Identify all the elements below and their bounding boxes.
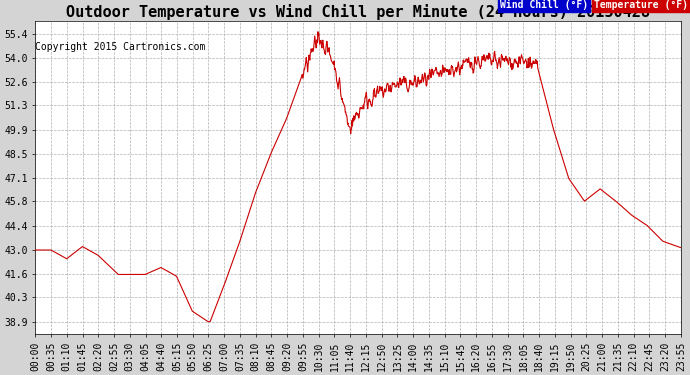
Text: Copyright 2015 Cartronics.com: Copyright 2015 Cartronics.com [35,42,206,52]
Text: Wind Chill (°F): Wind Chill (°F) [500,0,588,10]
Title: Outdoor Temperature vs Wind Chill per Minute (24 Hours) 20150428: Outdoor Temperature vs Wind Chill per Mi… [66,4,650,20]
Text: Temperature (°F): Temperature (°F) [593,0,688,10]
